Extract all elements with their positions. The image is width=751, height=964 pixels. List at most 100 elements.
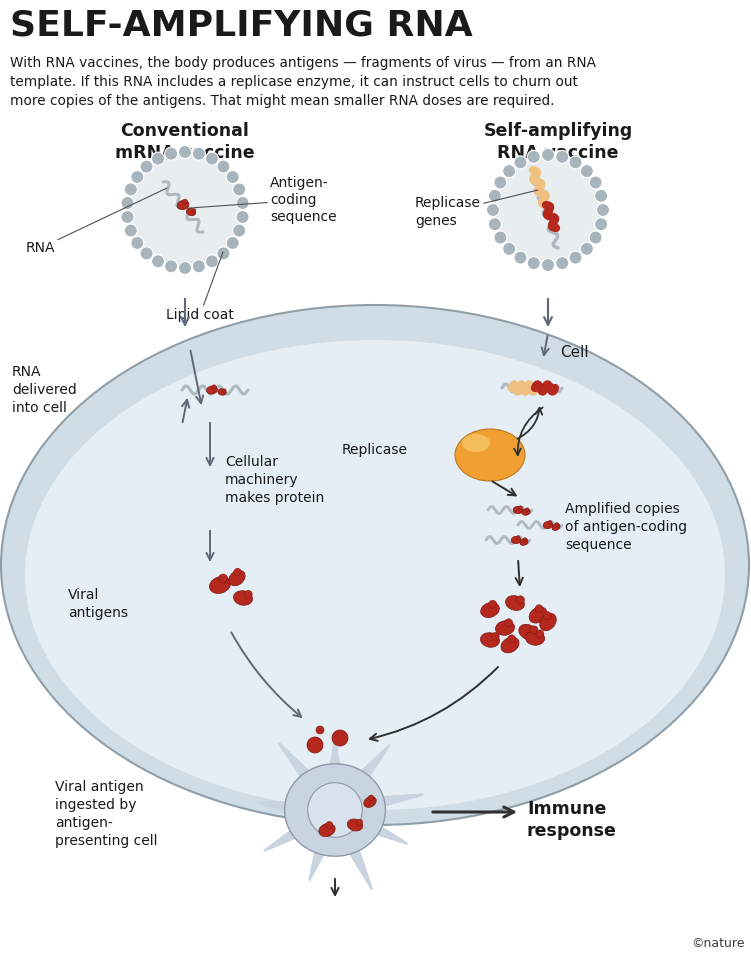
- Circle shape: [124, 183, 137, 196]
- Circle shape: [316, 726, 324, 734]
- Ellipse shape: [283, 749, 289, 755]
- Ellipse shape: [368, 882, 372, 887]
- Ellipse shape: [371, 758, 379, 766]
- Ellipse shape: [409, 794, 415, 799]
- Ellipse shape: [315, 837, 328, 853]
- Ellipse shape: [381, 750, 386, 755]
- Ellipse shape: [372, 796, 387, 808]
- Ellipse shape: [412, 794, 418, 798]
- Ellipse shape: [370, 824, 384, 835]
- Ellipse shape: [356, 859, 364, 870]
- Ellipse shape: [357, 860, 365, 870]
- Ellipse shape: [357, 817, 375, 832]
- Ellipse shape: [284, 750, 290, 756]
- Ellipse shape: [385, 795, 397, 805]
- Ellipse shape: [481, 602, 499, 618]
- Ellipse shape: [275, 839, 283, 845]
- Ellipse shape: [271, 801, 281, 808]
- Ellipse shape: [400, 840, 405, 844]
- Ellipse shape: [379, 751, 385, 757]
- Ellipse shape: [355, 817, 373, 831]
- Circle shape: [182, 199, 188, 204]
- Ellipse shape: [367, 761, 377, 770]
- Circle shape: [494, 176, 507, 189]
- Ellipse shape: [505, 596, 524, 610]
- Ellipse shape: [352, 815, 371, 830]
- Ellipse shape: [384, 795, 397, 805]
- Ellipse shape: [358, 863, 366, 872]
- Ellipse shape: [330, 760, 340, 774]
- Ellipse shape: [298, 767, 311, 780]
- Ellipse shape: [415, 793, 420, 797]
- Circle shape: [505, 619, 513, 627]
- Circle shape: [548, 521, 552, 524]
- Ellipse shape: [270, 844, 275, 848]
- Ellipse shape: [345, 837, 358, 853]
- Ellipse shape: [385, 746, 389, 750]
- Text: With RNA vaccines, the body produces antigens — fragments of virus — from an RNA: With RNA vaccines, the body produces ant…: [10, 56, 596, 108]
- Ellipse shape: [330, 755, 339, 766]
- Ellipse shape: [405, 842, 408, 844]
- Ellipse shape: [410, 794, 416, 798]
- Ellipse shape: [355, 770, 369, 785]
- Circle shape: [356, 819, 363, 825]
- Ellipse shape: [361, 870, 368, 877]
- Ellipse shape: [481, 632, 499, 647]
- Ellipse shape: [363, 874, 369, 881]
- Ellipse shape: [366, 822, 381, 834]
- Ellipse shape: [315, 840, 327, 855]
- Text: Lipid coat: Lipid coat: [166, 252, 234, 322]
- Ellipse shape: [400, 839, 404, 844]
- Ellipse shape: [384, 831, 394, 839]
- Ellipse shape: [351, 850, 362, 864]
- Circle shape: [596, 203, 610, 217]
- Ellipse shape: [379, 796, 392, 806]
- Ellipse shape: [380, 796, 394, 806]
- Ellipse shape: [360, 797, 378, 811]
- Ellipse shape: [364, 797, 382, 810]
- Ellipse shape: [360, 767, 372, 780]
- Ellipse shape: [350, 847, 361, 861]
- Ellipse shape: [352, 852, 363, 865]
- Ellipse shape: [265, 802, 272, 807]
- Ellipse shape: [369, 823, 383, 835]
- Ellipse shape: [373, 825, 386, 836]
- Ellipse shape: [319, 823, 335, 837]
- Ellipse shape: [294, 822, 309, 836]
- Ellipse shape: [264, 848, 268, 851]
- Ellipse shape: [382, 796, 395, 805]
- Ellipse shape: [279, 801, 291, 810]
- Ellipse shape: [300, 817, 319, 833]
- Ellipse shape: [315, 844, 326, 858]
- Ellipse shape: [315, 841, 327, 856]
- Ellipse shape: [317, 832, 331, 850]
- Ellipse shape: [207, 386, 217, 394]
- Circle shape: [121, 197, 134, 209]
- Ellipse shape: [312, 861, 318, 870]
- Ellipse shape: [377, 753, 384, 759]
- Ellipse shape: [273, 801, 284, 809]
- Ellipse shape: [333, 741, 336, 745]
- Ellipse shape: [300, 770, 314, 785]
- Circle shape: [369, 795, 374, 800]
- Circle shape: [569, 252, 582, 264]
- Ellipse shape: [318, 828, 333, 847]
- Ellipse shape: [363, 796, 376, 808]
- Ellipse shape: [311, 865, 317, 872]
- Ellipse shape: [294, 763, 305, 773]
- Ellipse shape: [369, 885, 372, 889]
- Circle shape: [308, 783, 362, 838]
- Circle shape: [140, 160, 153, 174]
- Text: Immune
response: Immune response: [527, 800, 617, 841]
- Ellipse shape: [267, 845, 272, 849]
- Ellipse shape: [353, 854, 363, 866]
- Ellipse shape: [295, 800, 314, 815]
- Ellipse shape: [330, 758, 339, 770]
- Text: Replicase
genes: Replicase genes: [415, 190, 538, 228]
- Ellipse shape: [403, 842, 407, 844]
- Ellipse shape: [384, 747, 388, 751]
- Ellipse shape: [315, 839, 328, 854]
- Ellipse shape: [290, 800, 307, 813]
- Ellipse shape: [348, 844, 360, 859]
- Circle shape: [226, 171, 240, 183]
